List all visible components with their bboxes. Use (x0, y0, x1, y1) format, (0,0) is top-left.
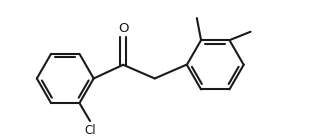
Text: O: O (118, 22, 128, 35)
Text: Cl: Cl (85, 124, 96, 137)
